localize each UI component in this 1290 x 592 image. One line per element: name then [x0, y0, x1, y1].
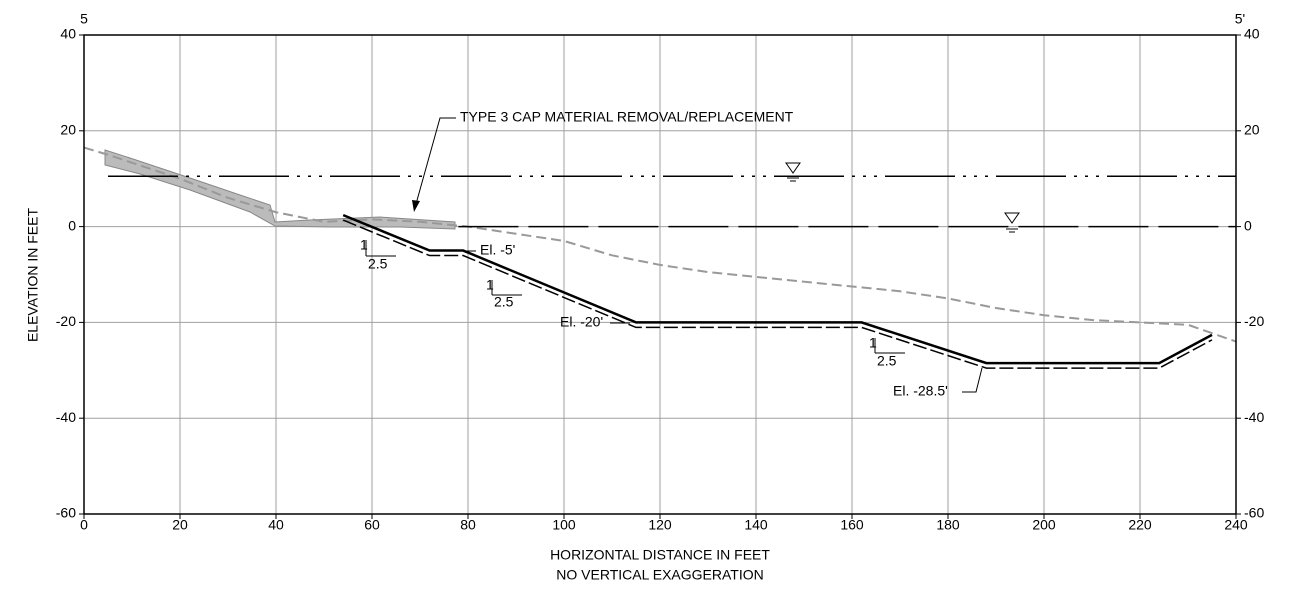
slope-rise: 1 [486, 277, 494, 293]
annotation: El. -5' [480, 242, 515, 258]
x-tick-label: 0 [80, 517, 88, 533]
annotation: El. -20' [560, 314, 603, 330]
slope-run: 2.5 [877, 353, 897, 369]
annotation: El. -28.5' [893, 383, 948, 399]
y2-tick-label: -60 [1244, 505, 1264, 521]
x-tick-label: 220 [1128, 517, 1152, 533]
slope-rise: 1 [360, 237, 368, 253]
leader [415, 117, 456, 205]
slope-run: 2.5 [368, 256, 388, 272]
x-tick-label: 200 [1032, 517, 1056, 533]
water-symbol [785, 162, 1020, 233]
slope-rise: 1 [869, 335, 877, 351]
y2-tick-label: 0 [1244, 217, 1252, 233]
x-tick-label: 80 [460, 517, 476, 533]
slope-run: 2.5 [494, 294, 514, 310]
x-tick-label: 120 [648, 517, 672, 533]
line-series [342, 213, 1213, 365]
plot [83, 146, 1237, 369]
x-tick-label: 60 [364, 517, 380, 533]
corner-label: 5 [80, 11, 88, 27]
y-tick-label: 20 [60, 122, 76, 138]
y2-tick-label: -20 [1244, 313, 1264, 329]
corner-label: 5' [1235, 11, 1245, 27]
y-tick-label: 0 [68, 217, 76, 233]
x-tick-label: 100 [552, 517, 576, 533]
y-tick-label: -20 [56, 313, 76, 329]
y-tick-label: -60 [56, 505, 76, 521]
x-axis-label: HORIZONTAL DISTANCE IN FEET [550, 547, 770, 563]
y2-tick-label: 20 [1244, 122, 1260, 138]
y-tick-label: 40 [60, 26, 76, 42]
frame [83, 34, 1237, 515]
arrow [412, 200, 420, 212]
line-offset [342, 219, 1213, 369]
annotation: TYPE 3 CAP MATERIAL REMOVAL/REPLACEMENT [460, 109, 794, 125]
y2-tick-label: -40 [1244, 409, 1264, 425]
leader [962, 367, 983, 393]
x-tick-label: 40 [268, 517, 284, 533]
x-tick-label: 20 [172, 517, 188, 533]
x-tick-label: 180 [936, 517, 960, 533]
x-tick-label: 240 [1224, 517, 1248, 533]
x-tick-label: 160 [840, 517, 864, 533]
x-tick-label: 140 [744, 517, 768, 533]
line-series [83, 146, 1237, 343]
slope-symbol [365, 240, 905, 354]
subtitle: NO VERTICAL EXAGGERATION [556, 567, 763, 583]
y-tick-label: -40 [56, 409, 76, 425]
y2-tick-label: 40 [1244, 26, 1260, 42]
y-axis-label: ELEVATION IN FEET [25, 208, 41, 343]
